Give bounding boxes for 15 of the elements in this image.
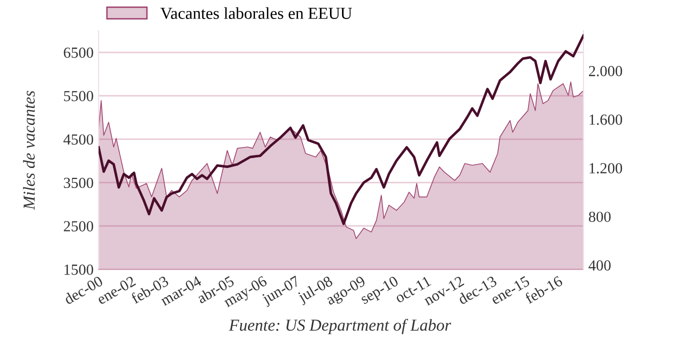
y-tick-label: 6500	[64, 48, 94, 58]
y2-tick-label: 1.600	[590, 114, 622, 125]
y-tick-label: 1500	[64, 264, 94, 275]
source-note: Fuente: US Department of Labor	[228, 318, 452, 334]
y2-tick-label: 400	[588, 260, 611, 271]
y-tick-label: 3500	[64, 178, 94, 188]
y-tick-label: 2500	[64, 221, 94, 232]
legend-label: Vacantes laborales en EEUU	[160, 7, 352, 20]
y-tick-label: 5500	[64, 90, 94, 102]
y-axis-title: Miles de vacantes	[23, 90, 35, 210]
y-tick-label: 4500	[63, 134, 94, 145]
y2-tick-label: 2.000	[588, 66, 622, 76]
y2-tick-label: 800	[588, 212, 611, 222]
line-series	[98, 34, 584, 226]
y2-tick-label: 1.200	[590, 163, 622, 174]
